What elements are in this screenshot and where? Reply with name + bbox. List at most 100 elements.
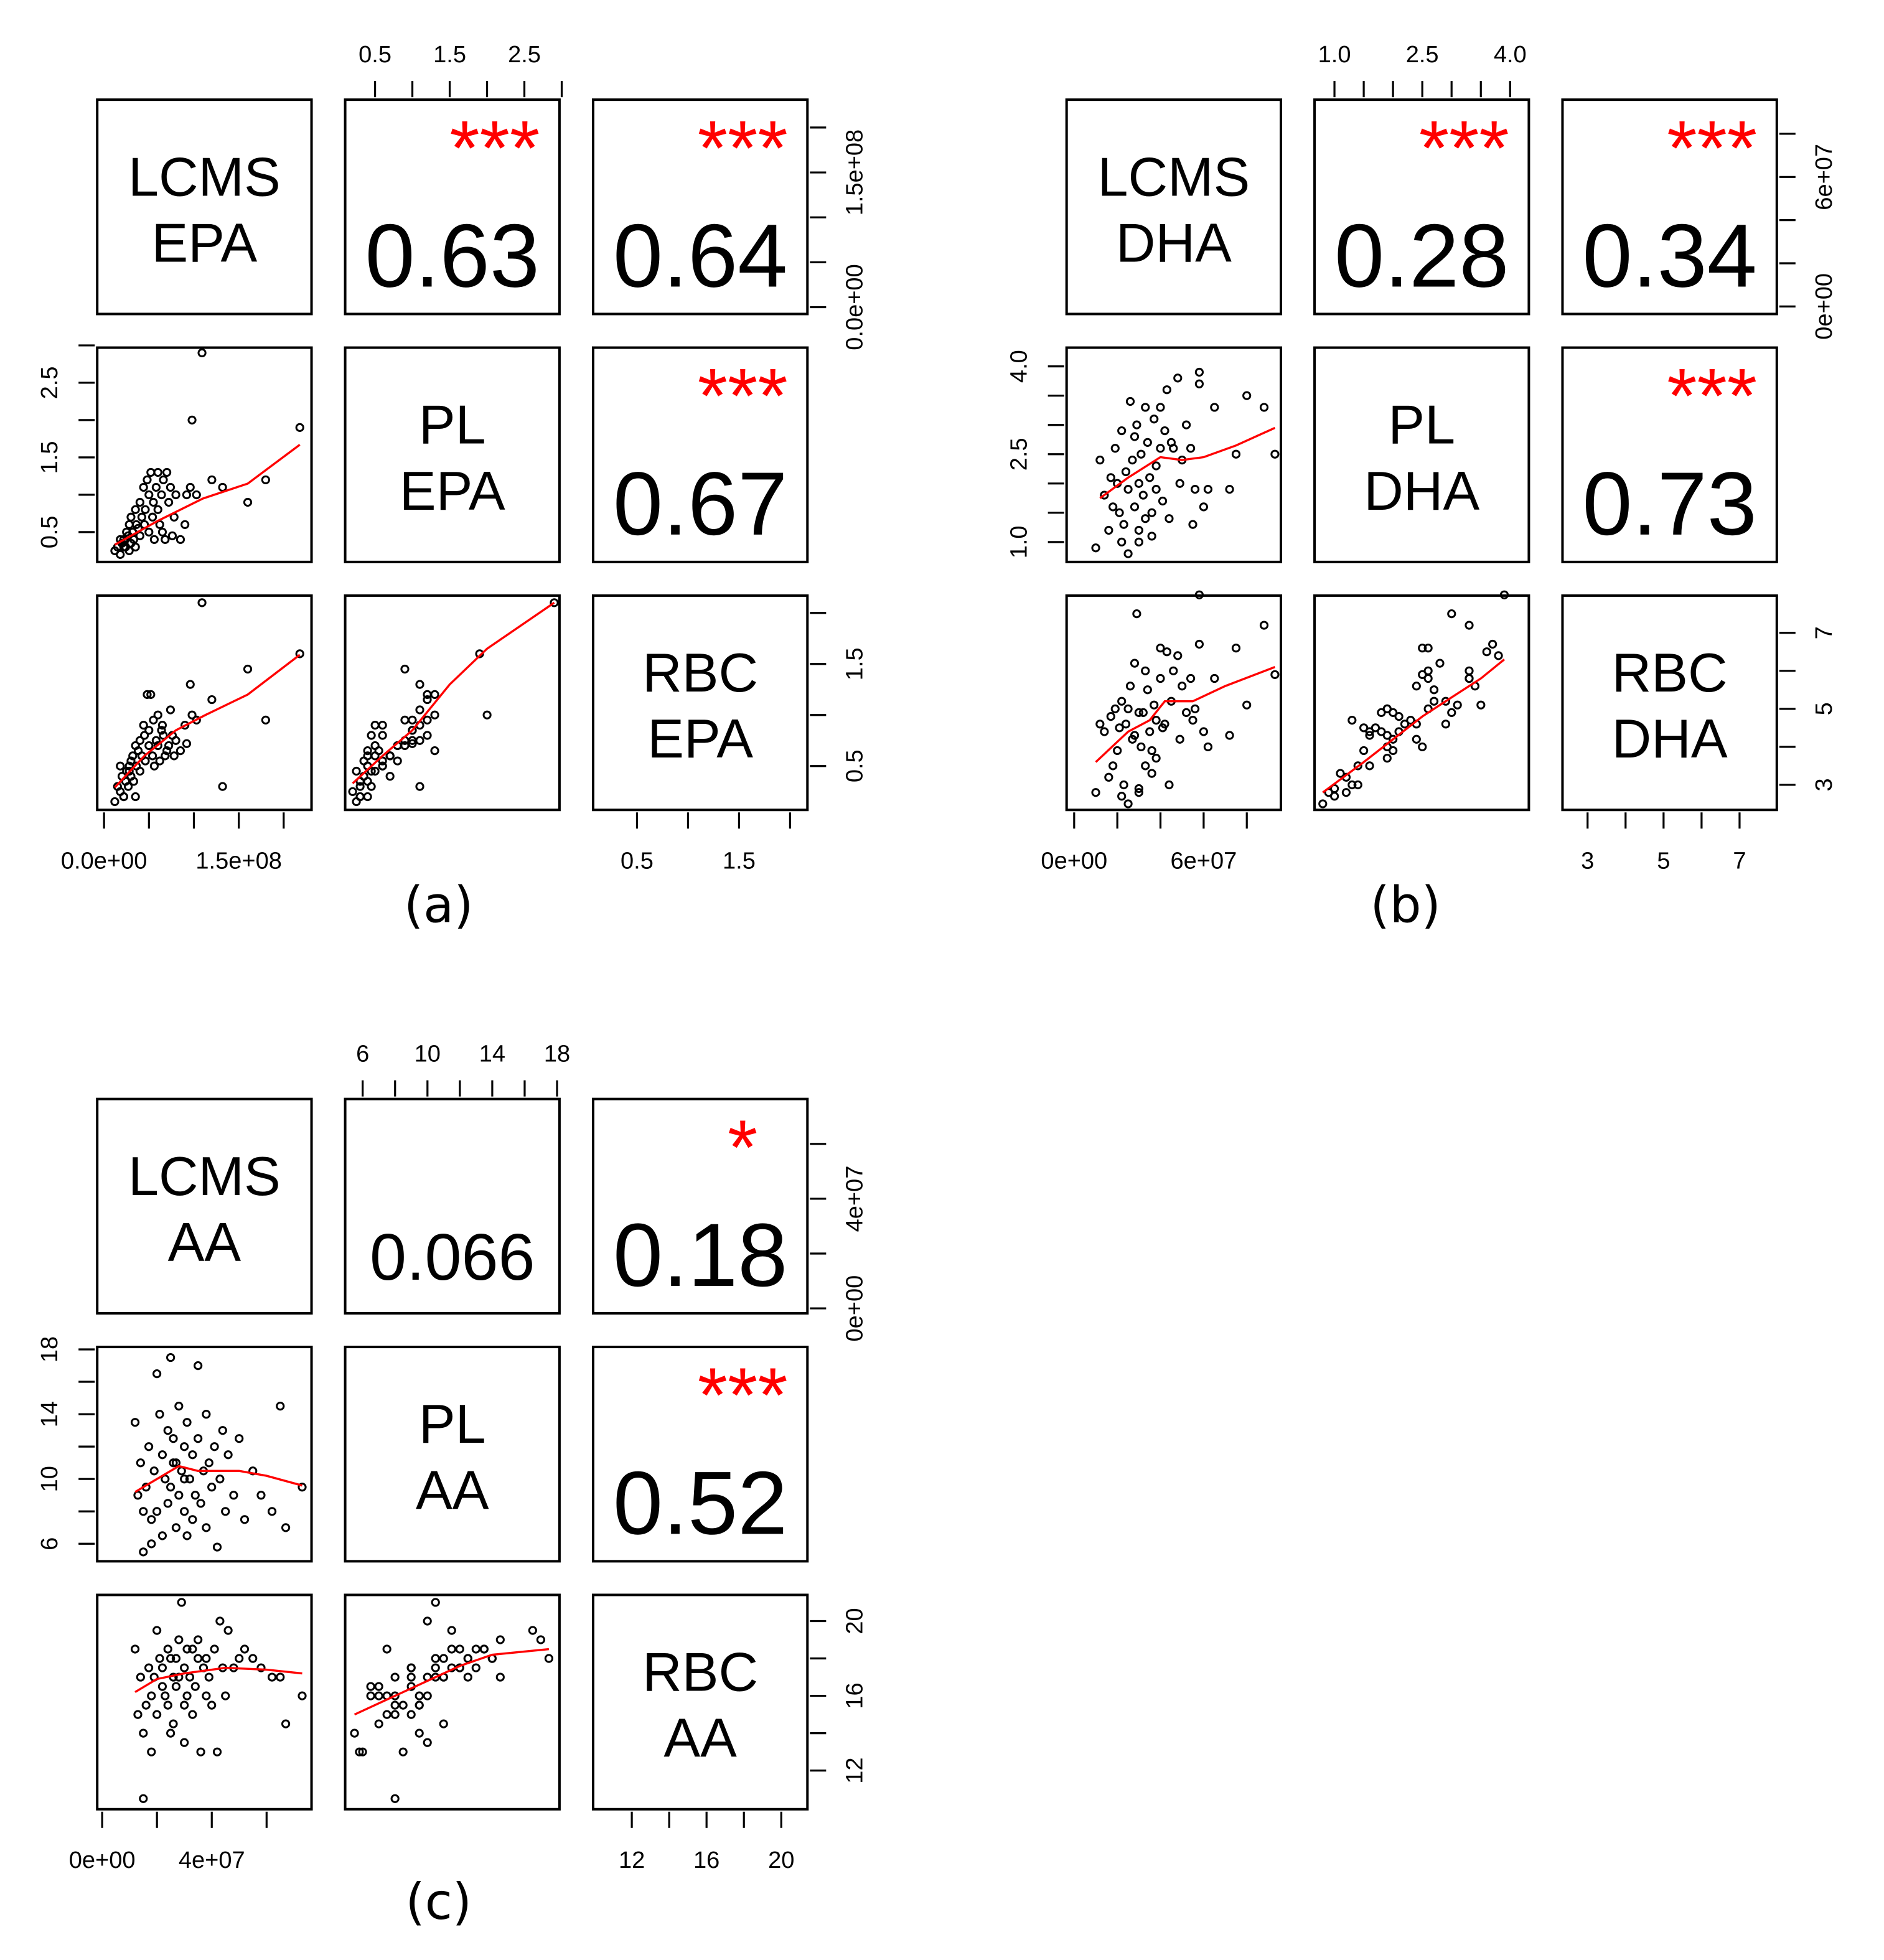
data-point — [135, 497, 144, 507]
data-point — [180, 1700, 189, 1710]
data-point — [1156, 444, 1165, 453]
data-point — [363, 746, 372, 756]
data-point — [248, 1654, 258, 1663]
data-point — [1181, 420, 1191, 429]
axis-bottom-var0: 0e+00 6e+07 — [1041, 812, 1248, 874]
data-point — [133, 1491, 143, 1500]
data-point — [1141, 666, 1150, 675]
data-point — [378, 761, 387, 771]
data-point — [1476, 700, 1486, 710]
axis-top-var1: 6 10 14 18 — [356, 1041, 570, 1097]
variable-label: LCMS — [1097, 146, 1250, 207]
panel-box-r0-c1 — [344, 98, 561, 316]
variable-label: LCMS — [128, 146, 281, 207]
variable-label: PL — [419, 1393, 486, 1455]
data-point — [1141, 761, 1150, 771]
data-point — [390, 1710, 400, 1719]
figure-label: (b) — [1371, 876, 1441, 934]
data-point — [185, 1475, 195, 1484]
scatter-panel-r2-c1 — [1318, 590, 1509, 809]
data-point — [144, 527, 154, 537]
data-point — [147, 1539, 156, 1549]
data-point — [1423, 644, 1433, 653]
data-point — [1371, 723, 1380, 733]
data-point — [1186, 673, 1196, 683]
data-point — [135, 531, 144, 540]
data-point — [1194, 379, 1204, 388]
data-point — [176, 535, 185, 544]
data-point — [463, 1654, 472, 1663]
data-point — [1134, 788, 1143, 797]
data-point — [180, 721, 190, 730]
data-point — [398, 1747, 408, 1756]
data-point — [243, 497, 253, 507]
data-point — [1412, 734, 1421, 744]
data-point — [116, 761, 125, 771]
data-point — [400, 741, 410, 751]
data-point — [1169, 666, 1178, 675]
lowess-smooth-line — [354, 1648, 550, 1716]
data-point — [385, 751, 395, 761]
data-point — [390, 1691, 400, 1700]
data-point — [1095, 455, 1105, 465]
data-point — [1389, 734, 1398, 744]
data-point — [180, 1663, 189, 1672]
data-point — [207, 475, 217, 485]
tick-label: 5 — [1657, 848, 1670, 874]
data-point — [1488, 639, 1497, 649]
data-point — [1158, 496, 1168, 506]
data-point — [355, 782, 365, 791]
tick-label: 4e+07 — [841, 1166, 868, 1232]
data-point — [406, 1663, 416, 1672]
data-point — [1225, 485, 1234, 494]
data-point — [1418, 670, 1427, 679]
data-point — [366, 1691, 375, 1700]
data-point — [202, 1410, 211, 1419]
data-point — [221, 1691, 230, 1700]
data-point — [180, 520, 190, 529]
data-point — [1165, 780, 1174, 790]
data-point — [182, 490, 192, 500]
data-point — [139, 1547, 148, 1557]
data-point — [174, 1635, 184, 1644]
data-point — [1151, 461, 1161, 471]
data-point — [1389, 708, 1398, 717]
data-point — [415, 705, 424, 715]
data-point — [1143, 685, 1152, 695]
data-point — [166, 1483, 176, 1492]
data-point — [207, 695, 217, 705]
data-point — [430, 690, 439, 699]
axis-top-var1: 1.0 2.5 4.0 — [1318, 42, 1527, 98]
data-point — [1186, 444, 1196, 453]
tick-label: 0.5 — [621, 848, 654, 874]
data-point — [471, 1663, 480, 1672]
data-point — [161, 751, 170, 761]
data-point — [218, 782, 227, 791]
data-point — [378, 721, 387, 730]
tick-label: 10 — [37, 1466, 63, 1492]
data-point — [1190, 704, 1200, 713]
tick-label: 20 — [768, 1847, 794, 1873]
data-point — [185, 680, 195, 689]
axis-left-var1: 6 10 14 18 — [37, 1336, 95, 1550]
data-point — [374, 1691, 383, 1700]
data-point — [157, 721, 167, 730]
data-point — [1130, 502, 1140, 512]
lowess-smooth-line — [352, 601, 555, 784]
data-point — [295, 649, 304, 659]
data-point — [423, 715, 432, 725]
data-point — [1423, 673, 1433, 683]
tick-label: 6e+07 — [1811, 144, 1837, 210]
data-point — [1429, 685, 1439, 695]
data-point — [1156, 403, 1165, 412]
data-point — [431, 1672, 440, 1682]
data-point — [194, 1361, 203, 1371]
data-point — [129, 777, 138, 786]
correlation-value: 0.34 — [1582, 205, 1757, 306]
variable-label: AA — [168, 1211, 241, 1273]
data-point — [479, 1644, 489, 1654]
variable-label: EPA — [400, 460, 505, 522]
data-point — [152, 1369, 162, 1379]
axis-left-var1: 0.5 1.5 2.5 — [37, 344, 95, 548]
data-point — [1190, 485, 1200, 494]
